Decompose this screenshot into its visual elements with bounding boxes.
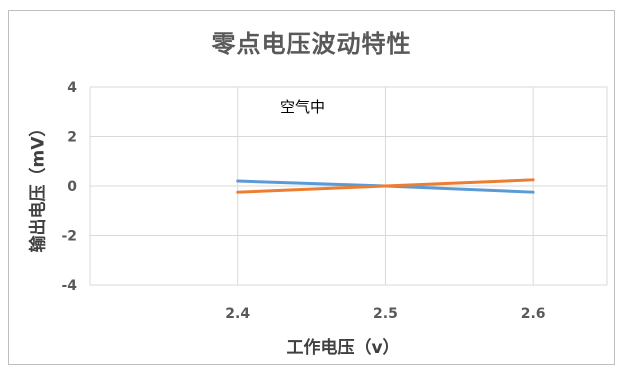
y-axis-label: 输出电压（mV） <box>28 119 49 253</box>
x-axis-label: 工作电压（v） <box>286 338 400 358</box>
x-tick-label: 2.4 <box>225 306 250 322</box>
chart-annotation: 空气中 <box>280 98 326 116</box>
chart-frame <box>8 10 615 365</box>
y-tick-label: -2 <box>61 229 77 245</box>
axis-layer: 4 2 0 -2 -4 2.4 2.5 2.6 <box>61 80 545 322</box>
y-tick-label: 4 <box>67 80 77 96</box>
x-tick-label: 2.5 <box>373 306 398 322</box>
y-tick-label: 2 <box>67 130 77 146</box>
series-layer <box>236 178 535 194</box>
chart-title: 零点电压波动特性 <box>211 30 412 58</box>
series-line-2 <box>236 178 535 194</box>
y-tick-label: -4 <box>61 278 77 294</box>
x-tick-label: 2.6 <box>521 306 546 322</box>
y-tick-label: 0 <box>67 179 77 195</box>
